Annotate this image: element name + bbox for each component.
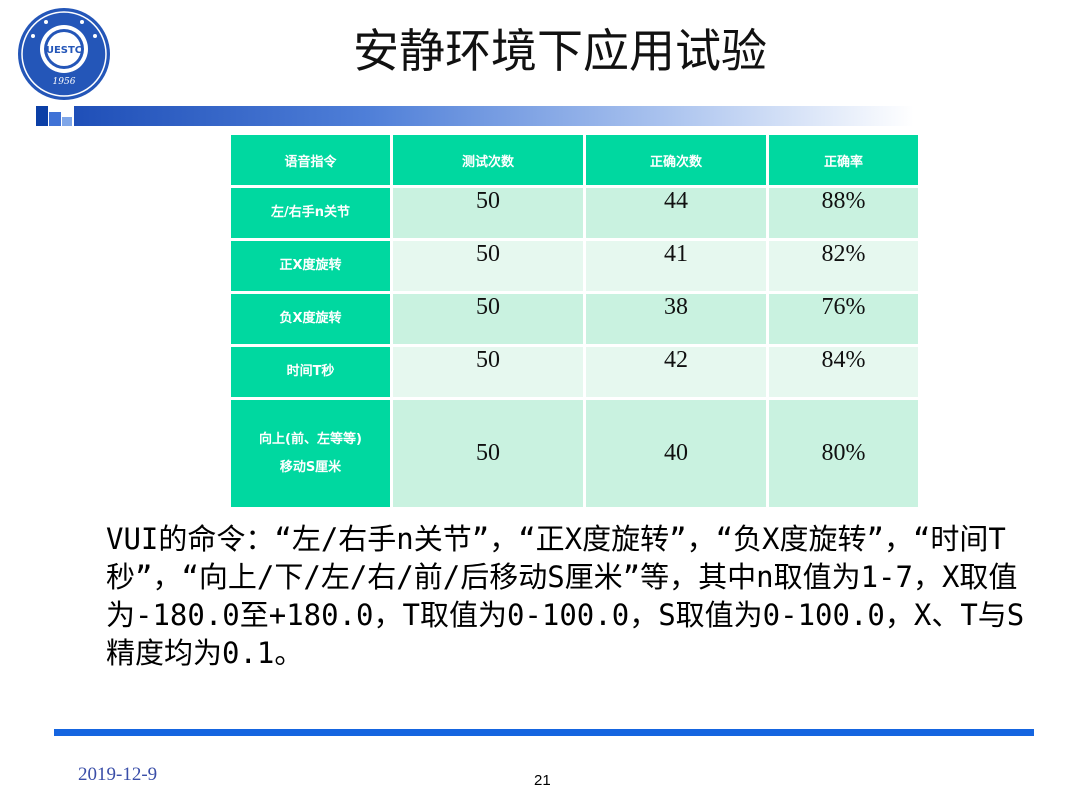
logo-text: UESTC bbox=[46, 45, 82, 56]
row-correct: 38 bbox=[583, 291, 769, 347]
row-rate: 84% bbox=[766, 344, 921, 400]
table-row: 向上(前、左等等) 移动S厘米 50 40 80% bbox=[228, 397, 921, 510]
row-command-line2: 移动S厘米 bbox=[279, 459, 342, 475]
row-command: 时间T秒 bbox=[228, 344, 393, 400]
row-tests: 50 bbox=[390, 344, 586, 400]
table-row: 时间T秒 50 42 84% bbox=[228, 344, 921, 400]
table-row: 负X度旋转 50 38 76% bbox=[228, 291, 921, 347]
row-rate: 88% bbox=[766, 185, 921, 241]
row-correct: 44 bbox=[583, 185, 769, 241]
logo-year: 1956 bbox=[53, 77, 76, 87]
corner-block-2 bbox=[49, 112, 61, 126]
slide-date: 2019-12-9 bbox=[78, 764, 158, 785]
header-correct: 正确次数 bbox=[583, 132, 769, 188]
row-command: 负X度旋转 bbox=[228, 291, 393, 347]
row-command: 正X度旋转 bbox=[228, 238, 393, 294]
row-command: 向上(前、左等等) 移动S厘米 bbox=[228, 397, 393, 510]
row-tests: 50 bbox=[390, 238, 586, 294]
table-row: 左/右手n关节 50 44 88% bbox=[228, 185, 921, 241]
row-tests: 50 bbox=[390, 291, 586, 347]
corner-block-1 bbox=[36, 106, 48, 126]
row-tests: 50 bbox=[390, 185, 586, 241]
header-rate: 正确率 bbox=[766, 132, 921, 188]
row-command-line1: 向上(前、左等等) bbox=[259, 431, 362, 447]
row-command: 左/右手n关节 bbox=[228, 185, 393, 241]
row-correct: 40 bbox=[583, 397, 769, 510]
header-tests: 测试次数 bbox=[390, 132, 586, 188]
description-text: VUI的命令：“左/右手n关节”，“正X度旋转”，“负X度旋转”，“时间T秒”，… bbox=[106, 522, 1025, 670]
page-number: 21 bbox=[534, 772, 551, 789]
university-logo: UESTC 1956 bbox=[18, 8, 110, 100]
corner-block-3 bbox=[62, 117, 72, 126]
row-rate: 80% bbox=[766, 397, 921, 510]
row-correct: 41 bbox=[583, 238, 769, 294]
footer-divider bbox=[54, 729, 1034, 736]
row-correct: 42 bbox=[583, 344, 769, 400]
table-header-row: 语音指令 测试次数 正确次数 正确率 bbox=[228, 132, 921, 188]
row-rate: 76% bbox=[766, 291, 921, 347]
header-command: 语音指令 bbox=[228, 132, 393, 188]
table-row: 正X度旋转 50 41 82% bbox=[228, 238, 921, 294]
row-tests: 50 bbox=[390, 397, 586, 510]
title-gradient-bar bbox=[74, 106, 914, 126]
row-rate: 82% bbox=[766, 238, 921, 294]
slide-title: 安静环境下应用试验 bbox=[353, 24, 767, 78]
results-table: 语音指令 测试次数 正确次数 正确率 左/右手n关节 50 44 88% 正X度… bbox=[228, 132, 921, 510]
